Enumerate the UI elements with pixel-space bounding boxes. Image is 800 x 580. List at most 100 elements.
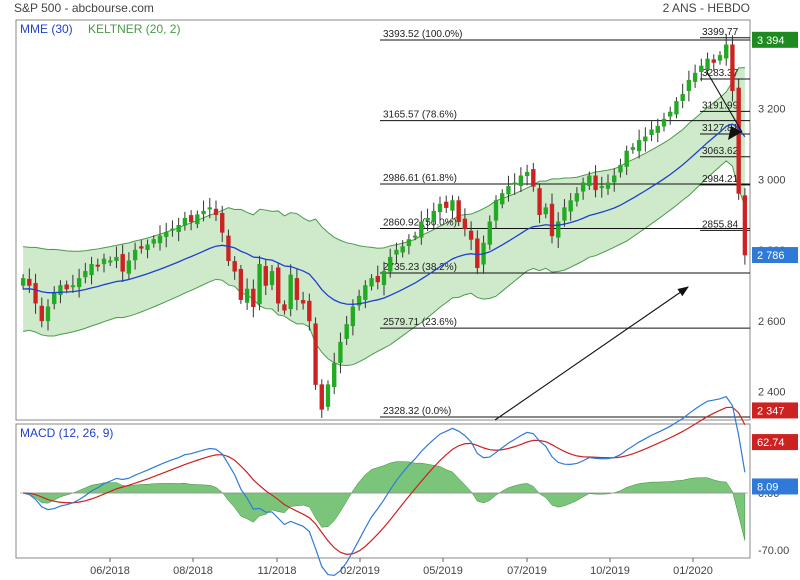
candle-body xyxy=(58,285,63,295)
candle-body xyxy=(344,324,349,339)
candle-body xyxy=(444,201,449,208)
trend-arrow-head xyxy=(728,126,742,140)
candle-body xyxy=(307,300,312,322)
candle-body xyxy=(27,278,32,286)
candle-body xyxy=(170,228,175,231)
candle-body xyxy=(188,215,194,223)
level-label: 2984.21 xyxy=(702,174,739,185)
candle-body xyxy=(83,271,88,278)
level-label: 3063.62 xyxy=(702,146,739,157)
candle-body xyxy=(182,217,188,226)
macd-legend: MACD (12, 26, 9) xyxy=(20,426,113,440)
candle-body xyxy=(400,246,405,253)
candle-body xyxy=(139,246,144,249)
price-badges: 3 394 2 786 2 347 xyxy=(752,31,798,419)
candle-body xyxy=(394,249,399,255)
candle-body xyxy=(730,44,735,92)
candle-body xyxy=(325,384,331,407)
x-axis: 06/2018 08/2018 11/2018 02/2019 05/2019 07/20… xyxy=(90,558,713,577)
candle-body xyxy=(132,249,138,261)
candle-body xyxy=(39,305,44,322)
candle-body xyxy=(20,278,26,286)
candle-body xyxy=(176,225,181,232)
candle-body xyxy=(257,263,262,305)
candle-body xyxy=(238,268,244,300)
candle-body xyxy=(52,292,57,305)
candle-body xyxy=(332,363,337,387)
candle-body xyxy=(587,175,592,186)
candle-body xyxy=(475,238,480,269)
candle-body xyxy=(101,258,107,265)
candle-body xyxy=(649,129,654,135)
macd-signal-line xyxy=(23,406,746,555)
candle-body xyxy=(263,266,268,286)
candle-body xyxy=(363,285,368,300)
candle-body xyxy=(680,94,685,101)
candle-body xyxy=(388,256,393,272)
keltner-fill xyxy=(23,67,745,366)
candle-body xyxy=(76,278,82,288)
candle-body xyxy=(356,295,362,306)
candle-body xyxy=(500,193,505,205)
candle-body xyxy=(562,207,567,221)
candle-body xyxy=(568,200,573,212)
candle-body xyxy=(276,267,281,304)
candle-body xyxy=(593,175,598,191)
candle-body xyxy=(319,384,324,410)
mme-legend: MME (30) xyxy=(20,22,73,36)
trend-line-down xyxy=(706,71,743,133)
x-tick-label: 11/2018 xyxy=(258,565,297,577)
price-badge xyxy=(752,247,798,264)
low-badge-label: 2 347 xyxy=(757,405,785,417)
level-label: 3399.77 xyxy=(702,27,739,38)
macd-line xyxy=(22,395,746,577)
keltner-legend: KELTNER (20, 2) xyxy=(88,22,180,36)
candle-body xyxy=(45,306,51,322)
candle-body xyxy=(717,55,723,61)
candle-body xyxy=(556,221,561,238)
candles xyxy=(20,34,748,418)
candle-body xyxy=(618,164,623,173)
fib-label: 2579.71 (23.6%) xyxy=(383,317,457,328)
mme-path xyxy=(23,123,746,305)
x-tick-label: 08/2018 xyxy=(173,565,213,577)
candle-body xyxy=(145,244,150,250)
candle-body xyxy=(661,118,667,127)
candle-body xyxy=(742,195,748,256)
candle-body xyxy=(419,221,424,238)
candle-body xyxy=(95,264,100,267)
candle-body xyxy=(692,72,698,82)
candle-body xyxy=(462,218,468,230)
candle-body xyxy=(630,147,636,150)
high-badge-label: 3 394 xyxy=(757,35,785,47)
candle-body xyxy=(412,235,418,238)
candle-body xyxy=(612,175,617,183)
candle-body xyxy=(33,283,38,304)
candle-body xyxy=(338,341,343,363)
y-tick-label: 2 400 xyxy=(758,387,786,399)
candle-body xyxy=(674,101,679,115)
fib-label: 2328.32 (0.0%) xyxy=(383,406,451,417)
macd-signal-badge xyxy=(752,434,798,451)
candle-body xyxy=(643,136,648,142)
x-tick-label: 07/2019 xyxy=(507,565,547,577)
candle-body xyxy=(493,200,499,221)
high-badge xyxy=(752,31,798,48)
y-tick-label: 3 000 xyxy=(758,174,786,186)
level-label: 3127.81 xyxy=(702,123,739,134)
candle-body xyxy=(120,254,125,272)
trend-arrow-up xyxy=(494,286,689,421)
candle-body xyxy=(350,306,356,327)
candle-body xyxy=(151,239,156,244)
candle-body xyxy=(537,188,542,215)
low-badge xyxy=(752,402,798,419)
mme-line xyxy=(23,123,746,305)
candle-body xyxy=(668,111,673,117)
x-tick-label: 01/2020 xyxy=(673,565,713,577)
candle-body xyxy=(269,271,275,286)
keltner-lower xyxy=(23,160,746,366)
candle-body xyxy=(605,182,611,189)
candle-body xyxy=(201,210,206,215)
candle-body xyxy=(70,285,76,288)
